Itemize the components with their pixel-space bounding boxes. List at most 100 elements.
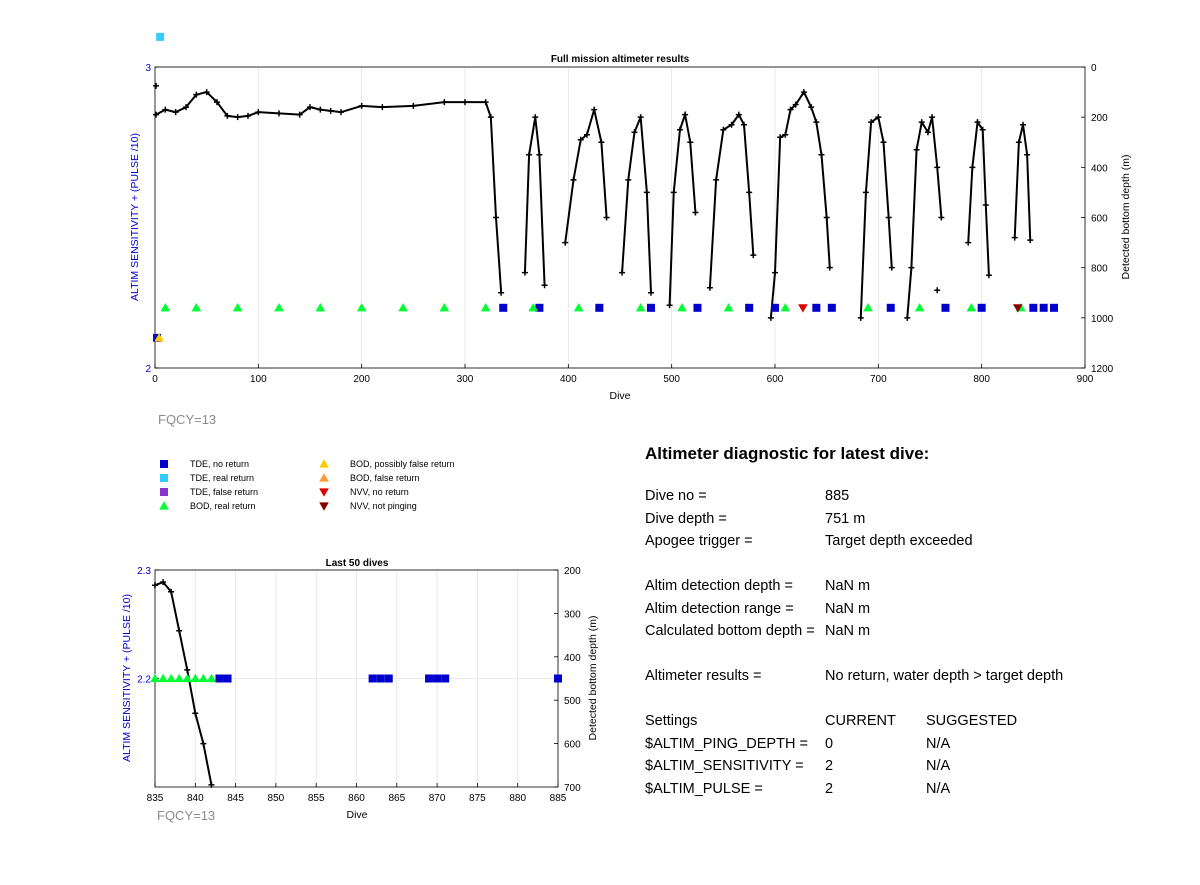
depth-point bbox=[327, 107, 334, 114]
legend-swatch bbox=[160, 474, 168, 482]
bod-real-return-marker bbox=[198, 673, 209, 683]
depth-profile-line bbox=[668, 110, 697, 306]
bod-real-return-marker bbox=[398, 303, 408, 312]
right-y-tick-label: 400 bbox=[1091, 163, 1108, 174]
depth-profile-line bbox=[769, 90, 831, 318]
suggested-header: SUGGESTED bbox=[926, 713, 1018, 729]
depth-point bbox=[934, 287, 941, 294]
depth-point bbox=[924, 129, 931, 136]
detection-depth-value: NaN m bbox=[825, 578, 871, 594]
ping-depth-suggested: N/A bbox=[926, 735, 951, 752]
legend-item-bod-real-return: BOD, real return bbox=[158, 499, 256, 513]
right-y-tick-label: 1000 bbox=[1091, 314, 1114, 325]
depth-point bbox=[888, 264, 895, 271]
bod-real-return-marker bbox=[780, 303, 791, 312]
depth-point bbox=[713, 176, 720, 183]
x-tick-label: 840 bbox=[187, 793, 204, 804]
depth-point bbox=[192, 710, 199, 717]
bod-real-return-marker bbox=[677, 303, 687, 312]
depth-point bbox=[410, 102, 417, 109]
apogee-row: Apogee trigger = Target depth exceeded bbox=[645, 533, 1185, 556]
right-y-tick-label: 0 bbox=[1091, 63, 1097, 74]
depth-point bbox=[152, 582, 158, 589]
tde-no-return-legend-marker bbox=[160, 460, 168, 468]
depth-point bbox=[255, 109, 262, 116]
bod-real-return-marker bbox=[274, 303, 284, 312]
nvv-no-return-marker bbox=[798, 304, 808, 313]
depth-point bbox=[782, 131, 789, 138]
depth-point bbox=[862, 189, 869, 196]
top-left-axis-label: ALTIM SENSITIVITY + (PULSE /10) bbox=[129, 133, 141, 301]
depth-point bbox=[823, 214, 830, 221]
tde-no-return-marker bbox=[886, 303, 895, 312]
tde-no-return-marker bbox=[535, 303, 544, 312]
depth-point bbox=[767, 314, 774, 321]
depth-point bbox=[969, 164, 976, 171]
x-tick-label: 0 bbox=[152, 374, 158, 385]
tde-false-return-legend-marker bbox=[160, 488, 168, 496]
bod-real-return-marker bbox=[160, 303, 171, 312]
depth-point bbox=[938, 214, 945, 221]
depth-point bbox=[728, 121, 735, 128]
depth-point bbox=[857, 314, 864, 321]
depth-profile-line bbox=[906, 116, 943, 318]
sensitivity-row: $ALTIM_SENSITIVITY = 2 N/A bbox=[645, 758, 1185, 781]
legend-label: TDE, false return bbox=[190, 487, 259, 497]
legend-swatch bbox=[160, 460, 168, 468]
x-tick-label: 300 bbox=[457, 374, 474, 385]
bod-real-return-legend-marker bbox=[159, 501, 169, 510]
depth-point bbox=[184, 666, 191, 673]
depth-point bbox=[603, 214, 610, 221]
bod-real-return-marker bbox=[480, 303, 491, 312]
bottom-x-axis-label: Dive bbox=[346, 809, 367, 821]
depth-point bbox=[176, 627, 183, 634]
depth-point bbox=[826, 264, 833, 271]
detection-depth-label: Altim detection depth = bbox=[645, 578, 793, 594]
tde-no-return-marker bbox=[433, 674, 442, 683]
depth-point bbox=[979, 126, 986, 133]
depth-point bbox=[208, 781, 215, 788]
x-tick-label: 860 bbox=[348, 793, 365, 804]
depth-point bbox=[808, 104, 815, 111]
depth-point bbox=[317, 106, 324, 113]
top-x-axis-label: Dive bbox=[609, 390, 630, 402]
legend-label: BOD, false return bbox=[350, 473, 420, 483]
left-y-tick-label: 2.2 bbox=[137, 675, 151, 686]
depth-point bbox=[682, 111, 689, 118]
depth-point bbox=[676, 126, 683, 133]
x-tick-label: 900 bbox=[1077, 374, 1094, 385]
detection-range-label: Altim detection range = bbox=[645, 600, 794, 617]
depth-profile-line bbox=[708, 112, 755, 288]
depth-point bbox=[720, 126, 727, 133]
x-tick-label: 600 bbox=[767, 374, 784, 385]
full-mission-chart: Full mission altimeter results 0 100 200 30… bbox=[129, 32, 1132, 402]
depth-point bbox=[619, 269, 626, 276]
results-row: Altimeter results = No return, water dep… bbox=[645, 668, 1185, 691]
bod-possibly-false-return-legend-marker bbox=[319, 459, 329, 468]
tde-no-return-marker bbox=[441, 674, 450, 683]
apogee-value: Target depth exceeded bbox=[825, 533, 973, 549]
depth-point bbox=[982, 201, 989, 208]
depth-point bbox=[643, 189, 650, 196]
bod-real-return-marker bbox=[232, 303, 243, 312]
current-header: CURRENT bbox=[825, 713, 896, 729]
x-tick-label: 865 bbox=[388, 793, 405, 804]
pulse-row: $ALTIM_PULSE = 2 N/A bbox=[645, 781, 1185, 804]
tde-no-return-marker bbox=[1029, 303, 1038, 312]
dive-no-row: Dive no = 885 bbox=[645, 488, 1185, 511]
left-y-tick-label: 2.3 bbox=[137, 566, 151, 577]
depth-point bbox=[706, 284, 713, 291]
depth-point bbox=[234, 114, 241, 121]
depth-point bbox=[772, 269, 778, 276]
dive-depth-row: Dive depth = 751 m bbox=[645, 511, 1185, 534]
depth-point bbox=[493, 214, 499, 221]
depth-point bbox=[1024, 151, 1031, 158]
depth-point bbox=[687, 139, 694, 146]
tde-no-return-marker bbox=[223, 674, 232, 683]
depth-point bbox=[487, 114, 494, 121]
settings-header-row: Settings CURRENT SUGGESTED bbox=[645, 713, 1185, 736]
depth-point bbox=[637, 114, 644, 121]
tde-no-return-marker bbox=[693, 303, 702, 312]
tde-no-return-marker bbox=[1050, 303, 1058, 312]
sensitivity-current: 2 bbox=[825, 758, 834, 774]
